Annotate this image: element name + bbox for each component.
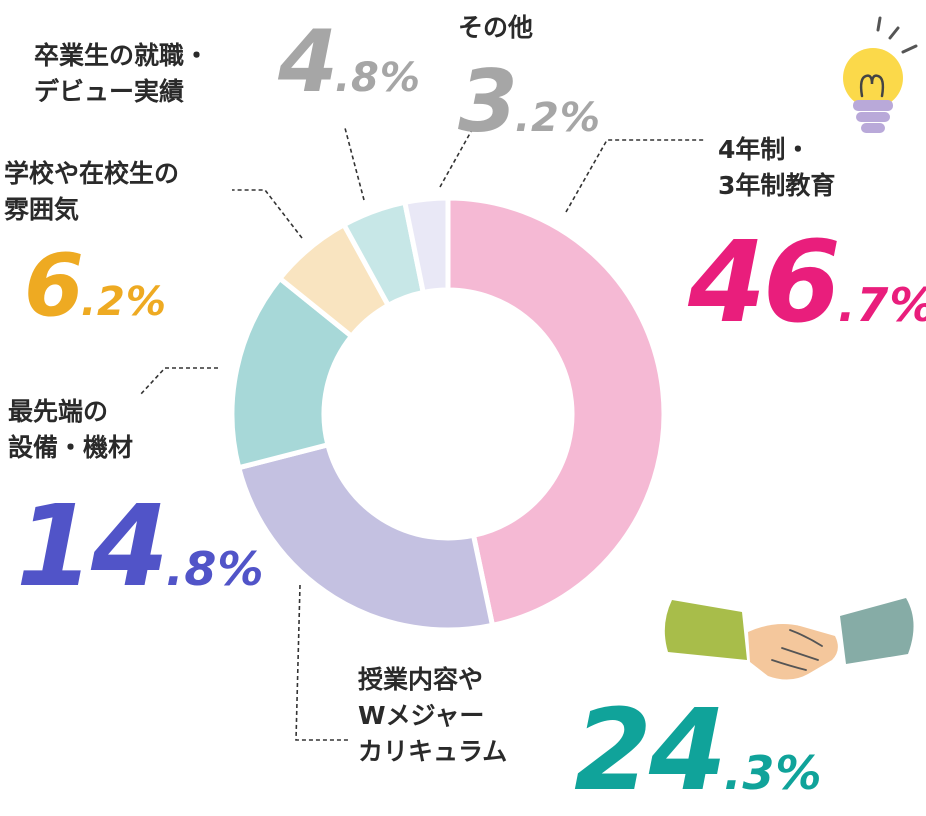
pct-employment: 4.8%	[278, 12, 421, 112]
label-equipment: 最先端の 設備・機材	[8, 397, 134, 462]
label-4yr: 4年制・ 3年制教育	[718, 135, 836, 200]
pct-atmosphere: 6.2%	[24, 236, 167, 336]
slice-curriculum	[236, 442, 495, 633]
pct-curriculum: 24.3%	[574, 686, 823, 816]
leader-line-atmosphere	[232, 189, 303, 239]
pct-other: 3.2%	[458, 52, 601, 152]
leader-line-equipment	[139, 367, 218, 396]
label-employment: 卒業生の就職・ デビュー実績	[34, 41, 210, 106]
donut-slices	[229, 195, 667, 633]
leader-line-curriculum	[295, 584, 350, 741]
handshake-icon	[664, 598, 914, 680]
leader-line-4yr	[565, 139, 705, 213]
pct-equipment: 14.8%	[16, 482, 265, 612]
slice-4yr	[445, 195, 667, 628]
label-atmosphere: 学校や在校生の 雰囲気	[4, 159, 180, 224]
slice-other	[402, 195, 451, 295]
leader-line-other	[439, 127, 474, 188]
pct-4yr: 46.7%	[688, 218, 926, 348]
label-other: その他	[458, 13, 534, 42]
label-curriculum: 授業内容や Wメジャー カリキュラム	[358, 665, 508, 766]
lightbulb-icon	[843, 16, 918, 133]
leader-lines	[139, 127, 705, 741]
leader-line-employment	[344, 127, 365, 201]
